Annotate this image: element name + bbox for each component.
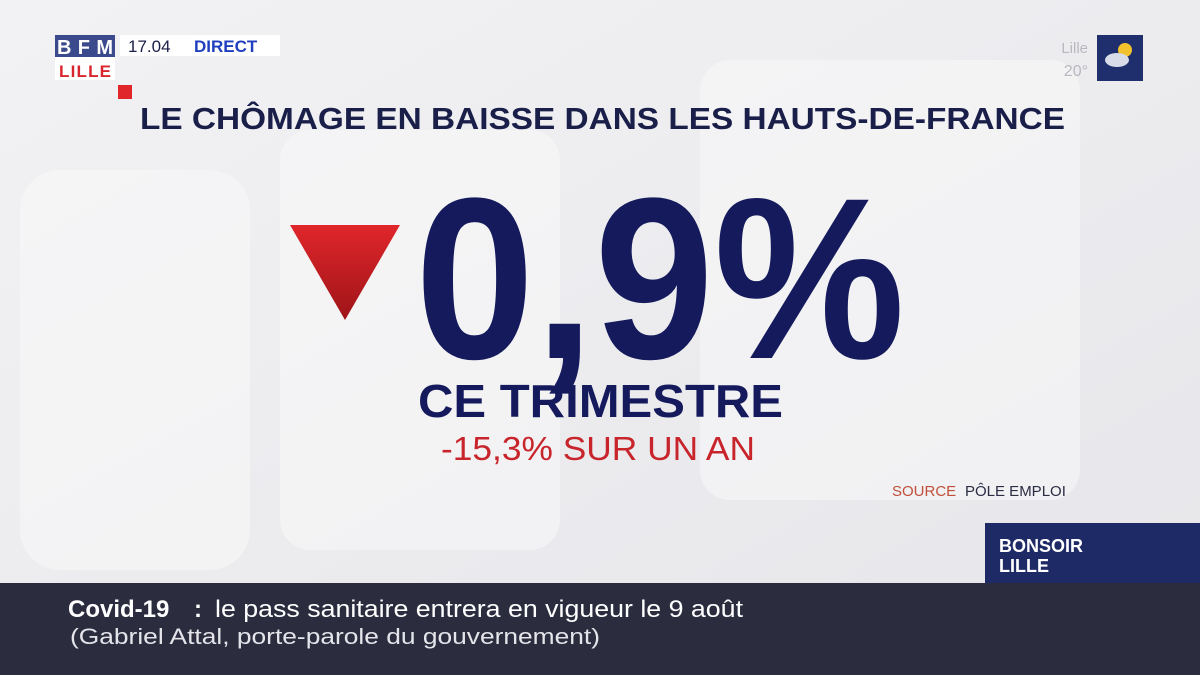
graphic-title: LE CHÔMAGE EN BAISSE DANS LES HAUTS-DE-F… [140, 100, 1065, 136]
program-line: BONSOIR [999, 536, 1083, 556]
weather-cloud [1105, 53, 1129, 67]
yearly-change: -15,3% SUR UN AN [441, 430, 755, 467]
weather-temperature: 20° [1064, 63, 1088, 80]
time-bar [120, 35, 280, 56]
period: CE TRIMESTRE [418, 375, 783, 427]
weather-city: Lille [1061, 40, 1088, 57]
ticker-separator: : [194, 596, 202, 623]
ticker-headline: le pass sanitaire entrera en vigueur le … [215, 596, 743, 623]
live-label: DIRECT [194, 37, 258, 56]
ticker-topic: Covid-19 [68, 596, 169, 623]
source: PÔLE EMPLOI [965, 483, 1066, 500]
time: 17.04 [128, 37, 171, 56]
key-figure: 0,9% [415, 150, 905, 407]
program-box [985, 523, 1200, 583]
weather-sun [1118, 43, 1132, 57]
ticker-attribution: (Gabriel Attal, porte-parole du gouverne… [70, 624, 600, 649]
down-arrow [290, 225, 400, 320]
logo-text: BFM [57, 37, 113, 59]
program-line: LILLE [999, 556, 1049, 576]
accent-square [118, 85, 132, 99]
source-label: SOURCE [892, 483, 956, 500]
logo-top-box [55, 35, 115, 57]
ticker-bar [0, 583, 1200, 675]
logo-subtext: LILLE [59, 62, 111, 81]
